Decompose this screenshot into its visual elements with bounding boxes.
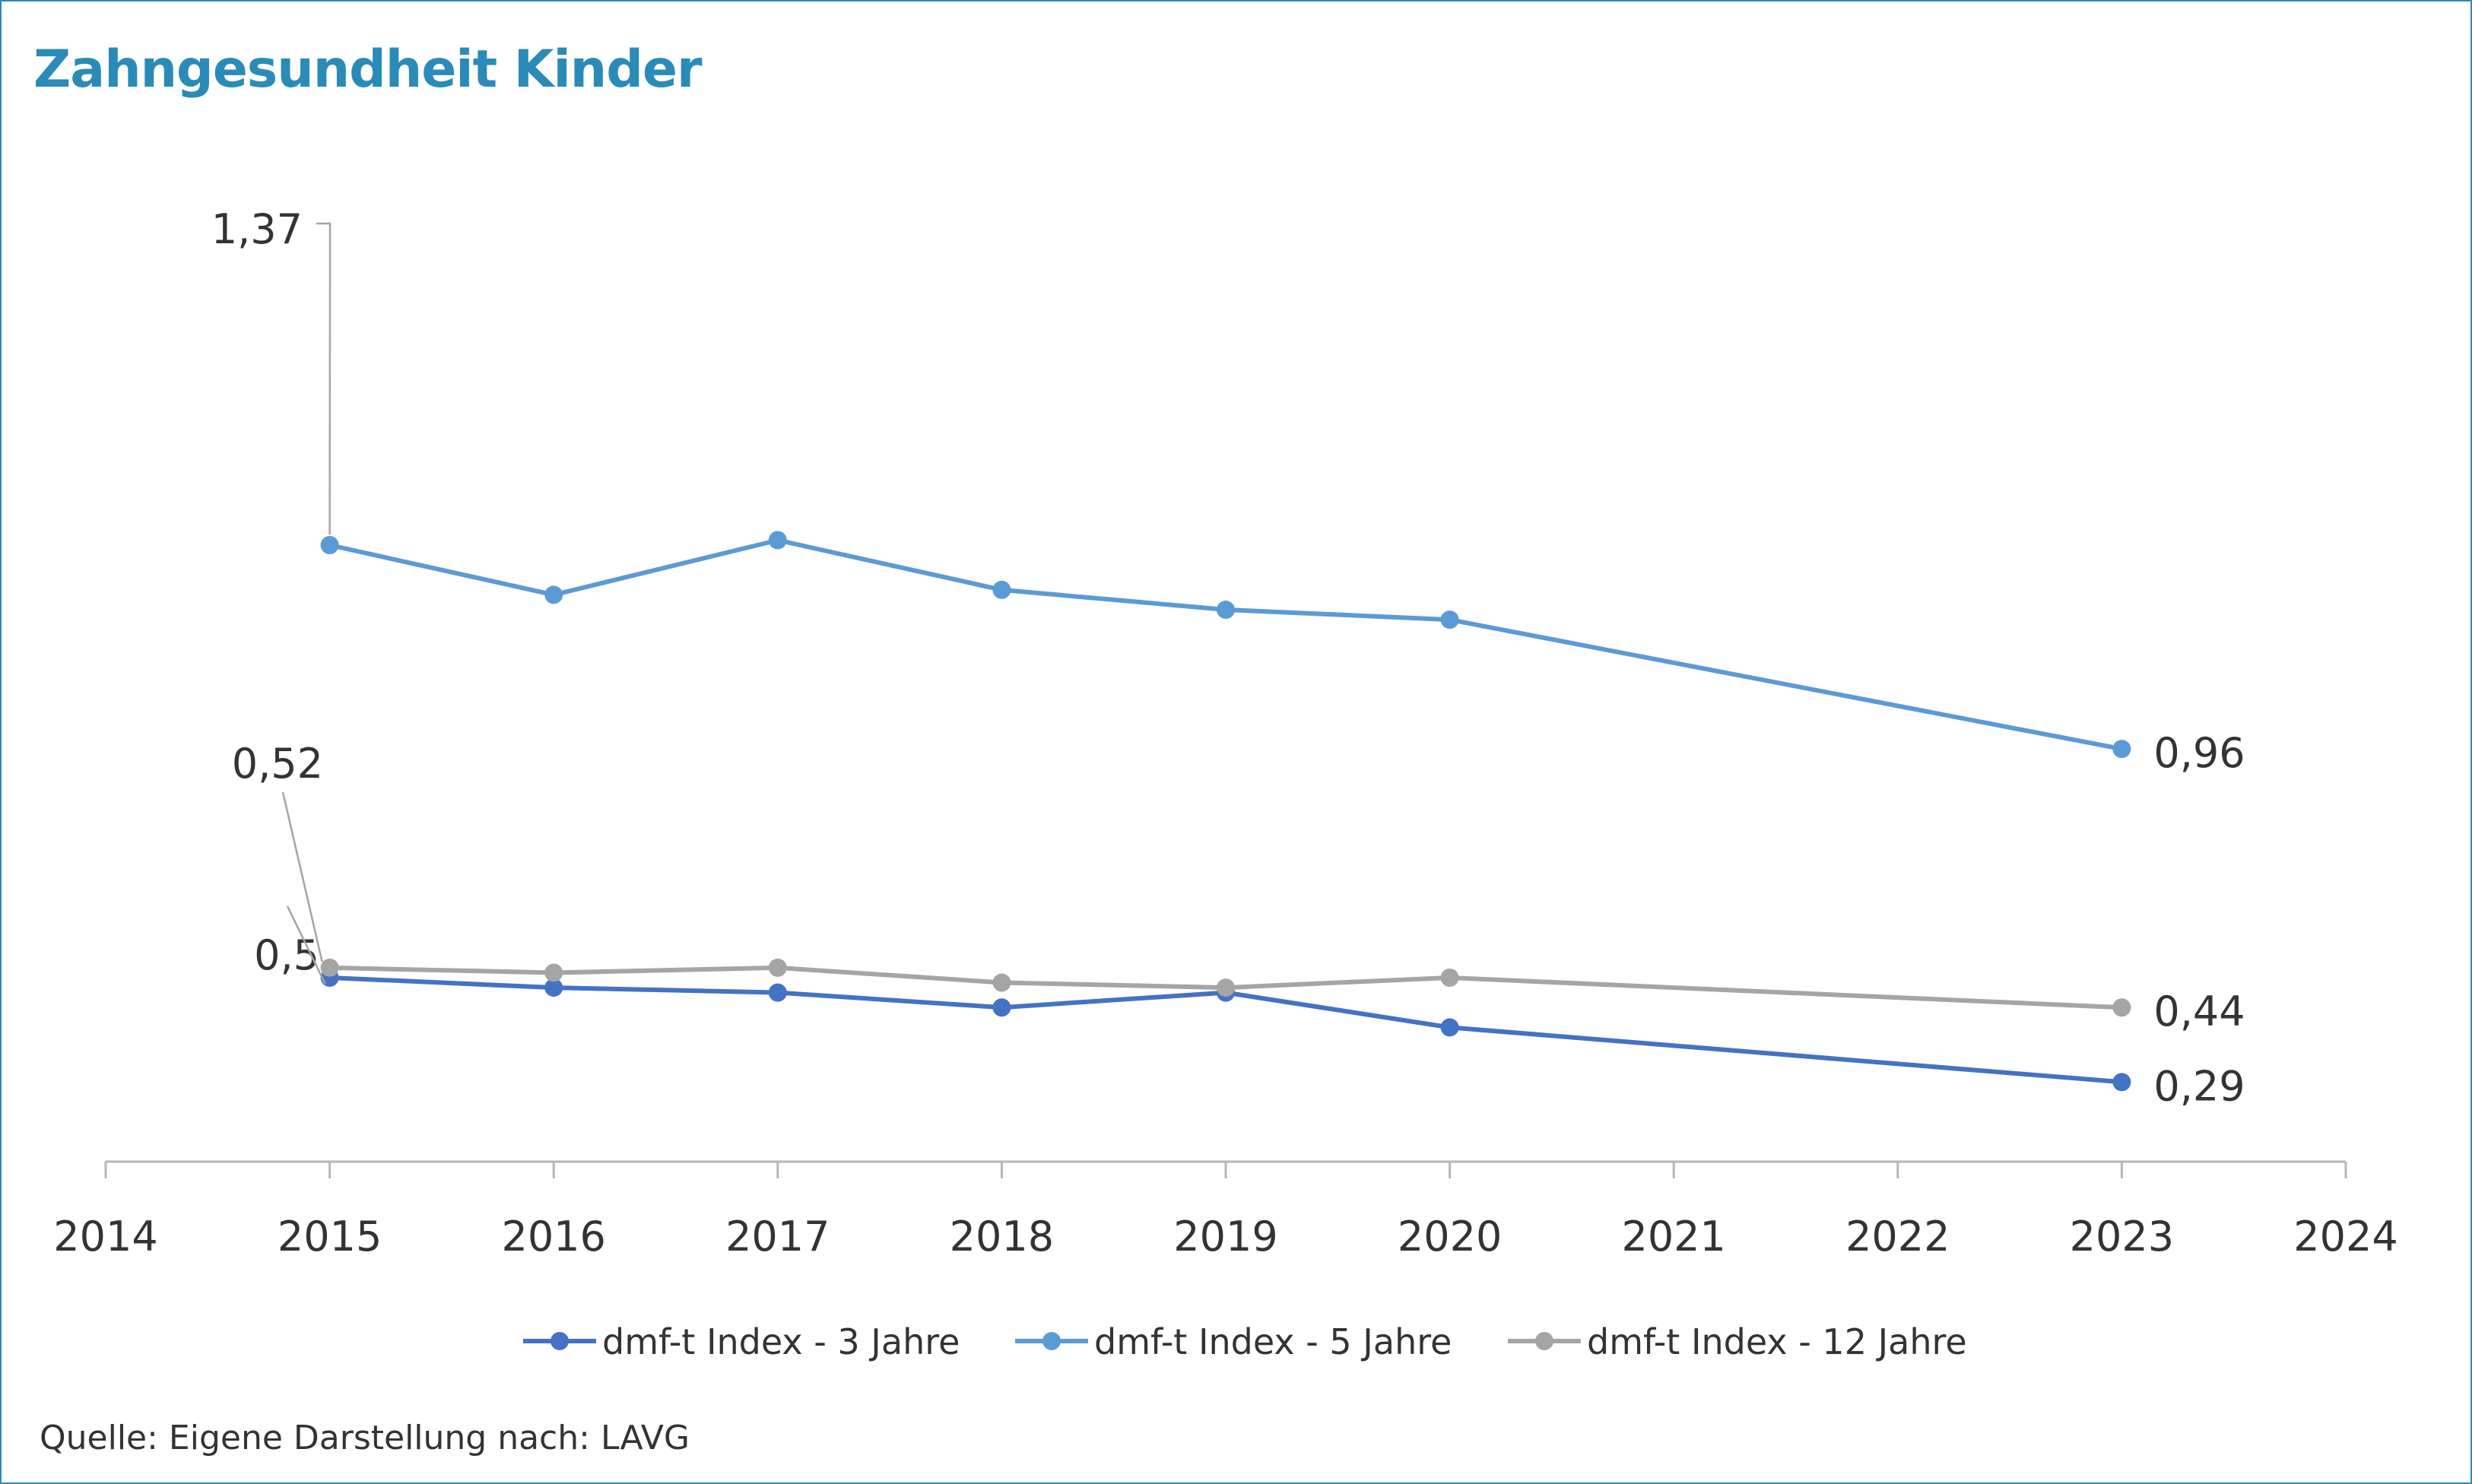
data-point [992,998,1011,1017]
data-point [544,963,563,982]
leader-line [316,222,332,535]
legend-marker [1535,1332,1553,1350]
data-point [768,958,787,977]
data-point [768,531,787,550]
x-tick-label: 2020 [1398,1213,1502,1260]
x-tick-label: 2023 [2070,1213,2174,1260]
x-tick-label: 2016 [501,1213,605,1260]
data-point [1217,978,1235,997]
data-label: 0,29 [2153,1062,2245,1110]
data-point [544,585,563,604]
x-tick-label: 2017 [725,1213,830,1260]
data-point [768,983,787,1002]
data-point [2112,740,2131,759]
series-line [328,537,2122,752]
x-tick-label: 2022 [1845,1213,1950,1260]
data-point [320,536,339,555]
x-tick-label: 2018 [950,1213,1054,1260]
x-tick-label: 2021 [1621,1213,1725,1260]
x-tick-label: 2015 [278,1213,382,1260]
x-tick-label: 2019 [1173,1213,1277,1260]
data-label: 0,5 [254,931,319,979]
legend-label: dmf-t Index - 3 Jahre [602,1321,960,1362]
data-point [1440,610,1459,629]
leader-line [286,905,326,985]
data-point [1217,601,1235,620]
data-label: 0,44 [2153,988,2245,1035]
data-label: 0,96 [2153,729,2245,777]
data-point [2112,998,2131,1017]
legend-label: dmf-t Index - 5 Jahre [1094,1321,1452,1362]
legend-label: dmf-t Index - 12 Jahre [1587,1321,1967,1362]
source-note: Quelle: Eigene Darstellung nach: LAVG [40,1419,690,1457]
data-point [1440,1018,1459,1037]
data-point [992,973,1011,992]
data-label: 1,37 [211,205,303,253]
chart-title: Zahngesundheit Kinder [33,40,703,100]
x-tick-label: 2014 [53,1213,157,1260]
leader-line [281,791,323,962]
x-tick-label: 2024 [2293,1213,2397,1260]
data-point [1440,969,1459,987]
data-point [544,978,563,997]
data-point [992,580,1011,599]
legend-marker [1042,1332,1061,1350]
data-point [320,958,339,977]
data-point [2112,1073,2131,1092]
data-label: 0,52 [232,740,323,788]
legend-marker [551,1332,569,1350]
